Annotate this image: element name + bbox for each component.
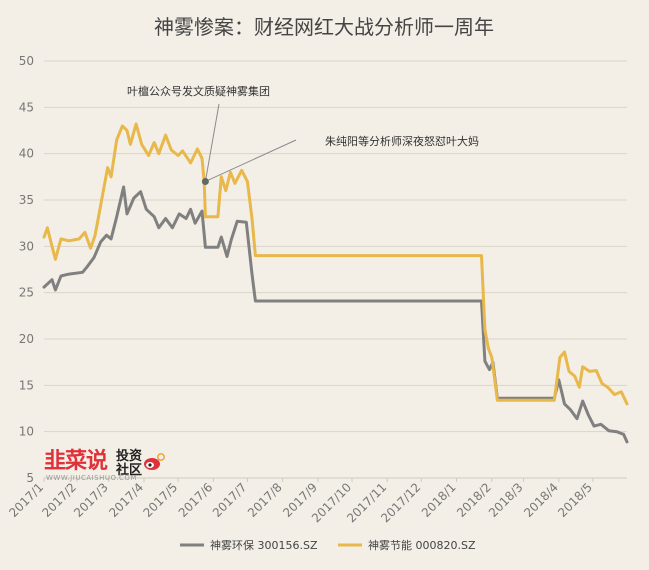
x-tick-label: 2018/4 (521, 480, 561, 520)
watermark-tagline-bottom: 社区 (115, 462, 142, 478)
x-tick-label: 2017/6 (176, 480, 216, 520)
annotation-leader-2 (205, 139, 297, 182)
x-tick-label: 2017/1 (6, 480, 46, 520)
annotation-text-1: 叶檀公众号发文质疑神雾集团 (127, 84, 270, 98)
x-tick-label: 2017/7 (210, 480, 250, 520)
legend-label-2: 神雾节能 000820.SZ (368, 538, 476, 552)
annotation-leader-1 (204, 103, 220, 182)
series-line-2 (42, 122, 629, 406)
watermark-logo: 韭菜说 投资 社区 WWW.JIUCAISHUO.COM (44, 448, 165, 482)
annotation-text-2: 朱纯阳等分析师深夜怒怼叶大妈 (325, 134, 479, 148)
x-tick-label: 2017/5 (140, 480, 180, 520)
legend: 神雾环保 300156.SZ 神雾节能 000820.SZ (180, 538, 476, 552)
watermark-tagline-top: 投资 (116, 448, 142, 464)
series-group (42, 122, 629, 444)
x-tick-label: 2018/2 (454, 480, 494, 520)
legend-label-1: 神雾环保 300156.SZ (210, 538, 318, 552)
x-tick-label: 2017/4 (106, 480, 146, 520)
series-line-1 (42, 185, 629, 444)
y-tick-label: 25 (19, 286, 34, 300)
x-tick-label: 2017/2 (39, 480, 79, 520)
x-tick-label: 2018/3 (486, 480, 526, 520)
x-tick-label: 2017/3 (71, 480, 111, 520)
x-tick-label: 2018/1 (419, 480, 459, 520)
x-tick-label: 2017/8 (245, 480, 285, 520)
y-tick-label: 35 (19, 193, 34, 207)
weibo-icon (144, 453, 165, 470)
x-axis: 2017/12017/22017/32017/42017/52017/62017… (6, 478, 595, 525)
watermark-url: WWW.JIUCAISHUO.COM (46, 474, 137, 482)
annotation-marker (201, 177, 209, 185)
y-tick-label: 20 (19, 332, 34, 346)
y-tick-label: 10 (19, 425, 34, 439)
y-tick-label: 15 (19, 378, 34, 392)
chart-title: 神雾惨案：财经网红大战分析师一周年 (154, 15, 494, 39)
grid (44, 60, 627, 479)
y-axis: 5 10 15 20 25 30 35 40 45 50 (19, 54, 34, 485)
y-tick-label: 50 (19, 54, 34, 68)
y-tick-label: 45 (19, 100, 34, 114)
y-tick-label: 5 (26, 471, 34, 485)
y-tick-label: 30 (19, 239, 34, 253)
y-tick-label: 40 (19, 147, 34, 161)
watermark-brand: 韭菜说 (44, 448, 108, 474)
x-tick-label: 2018/5 (555, 480, 595, 520)
